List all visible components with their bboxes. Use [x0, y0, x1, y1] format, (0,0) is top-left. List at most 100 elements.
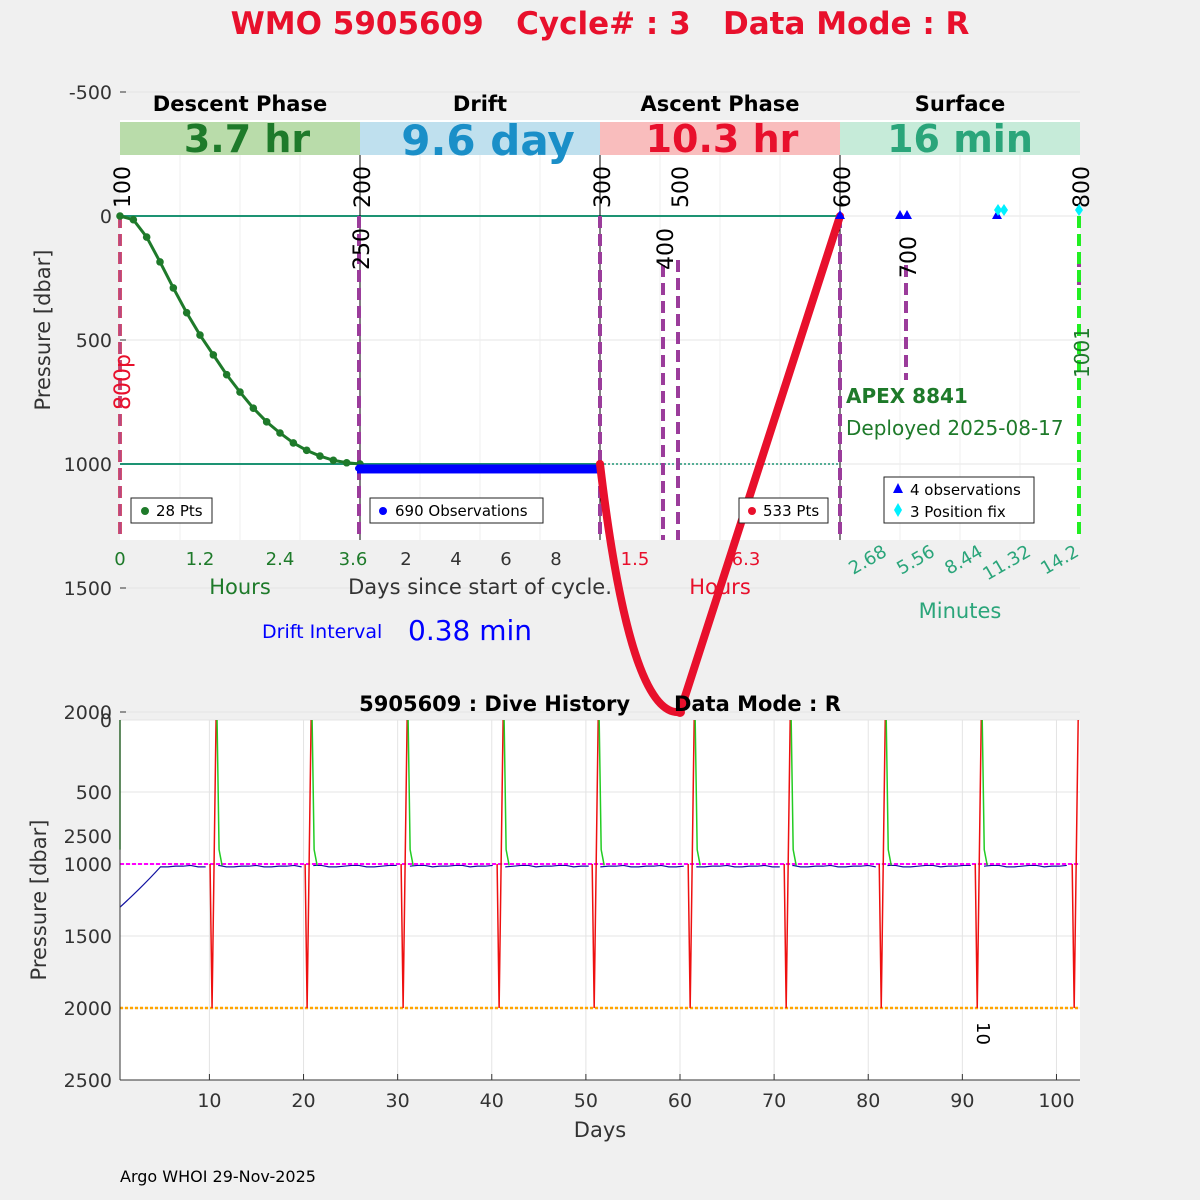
cycle-panel: Descent Phase Drift Ascent Phase Surface…: [31, 82, 1095, 848]
ascent-x-label: Hours: [689, 575, 751, 599]
event-label-100: 100: [111, 166, 136, 208]
position-fix-marker: [1075, 204, 1083, 216]
ascent-duration-band: [600, 122, 840, 155]
drift-interval-value: 0.38 min: [408, 614, 532, 647]
float-model: APEX 8841: [846, 384, 968, 408]
dive-history-y-tick-label: 500: [76, 782, 112, 804]
drift-x-tick-label: 4: [450, 549, 461, 570]
descent-point: [329, 456, 338, 465]
footer-credit: Argo WHOI 29-Nov-2025: [120, 1167, 316, 1186]
drift-interval-label: Drift Interval: [262, 621, 382, 643]
descent-x-tick-label: 1.2: [186, 549, 215, 570]
drift-duration-band: [360, 122, 600, 155]
cycle-y-axis: -500 0 500 1000 1500 2000 2500: [64, 82, 126, 848]
drift-x-label: Days since start of cycle.: [348, 575, 612, 599]
cycle-y-tick-label: 1000: [64, 454, 112, 476]
dive-history-annotation: 10: [972, 1022, 993, 1045]
drift-legend-marker: [379, 507, 387, 515]
event-label-500: 500: [669, 166, 694, 208]
descent-point: [156, 258, 164, 266]
descent-duration: 3.7 hr: [184, 117, 311, 161]
dive-history-title: 5905609 : Dive History Data Mode : R: [359, 692, 841, 716]
ascent-legend: 533 Pts: [738, 497, 829, 524]
dive-history-x-label: Days: [574, 1118, 626, 1142]
descent-x-tick-label: 3.6: [339, 549, 368, 570]
surface-x-tick-label: 11.32: [979, 541, 1034, 585]
ascent-line: [596, 212, 844, 717]
dive-history-ascent-line: [878, 719, 886, 1009]
phase-title-drift: Drift: [453, 92, 507, 116]
drift-x-tick-label: 6: [500, 549, 511, 570]
descent-legend-label: 28 Pts: [156, 502, 203, 520]
descent-point: [316, 452, 324, 460]
surface-x-tick-label: 14.2: [1037, 541, 1082, 579]
dive-history-panel: 5905609 : Dive History Data Mode : R 0 50…: [27, 692, 1081, 1142]
dive-history-y-tick-label: 1000: [64, 854, 112, 876]
dive-history-descent-line: [885, 719, 892, 866]
descent-point: [116, 212, 124, 220]
dive-history-ascent-line: [209, 719, 217, 1009]
position-fix-marker: [1000, 204, 1008, 216]
dive-history-ascent-line: [1071, 719, 1079, 1009]
ascent-legend-marker: [748, 507, 756, 515]
cycle-y-tick-label: 2500: [64, 826, 112, 848]
descent-x-label: Hours: [209, 575, 271, 599]
surface-observation-marker: [902, 210, 912, 219]
cycle-y-tick-label: 500: [76, 330, 112, 352]
surface-legend: 4 observations 3 Position fix: [883, 476, 1035, 524]
dive-history-x-tick-label: 90: [950, 1090, 974, 1112]
dive-history-ascent-line: [974, 719, 982, 1009]
dive-history-x-tick-label: 10: [197, 1090, 221, 1112]
descent-duration-band: [120, 122, 360, 155]
surface-x-tick-label: 8.44: [941, 541, 986, 579]
event-label-800p: 800p: [111, 354, 136, 410]
descent-point: [236, 388, 244, 396]
surface-legend-observation-marker: [893, 483, 903, 493]
event-label-250: 250: [350, 228, 375, 270]
drift-duration: 9.6 day: [401, 116, 575, 165]
ascent-point: [675, 707, 685, 717]
surface-x-label: Minutes: [919, 599, 1002, 623]
dive-history-ascent-line: [496, 719, 504, 1009]
descent-point: [342, 458, 351, 467]
dive-history-descent-line: [311, 719, 318, 866]
ascent-x-tick-label: 1.5: [621, 549, 650, 570]
dive-history-ascent-line: [783, 719, 791, 1009]
descent-point: [222, 370, 231, 379]
event-label-800: 800: [1070, 166, 1095, 208]
dive-history-descent-line: [981, 719, 988, 866]
descent-point: [262, 418, 271, 426]
cycle-y-tick-label: 2000: [64, 702, 112, 724]
drift-legend: 690 Observations: [369, 497, 544, 524]
dive-history-descent-line: [407, 719, 414, 866]
descent-point: [289, 439, 298, 447]
drift-x-tick-label: 8: [550, 549, 561, 570]
dive-history-series: [120, 719, 1081, 1010]
phase-title-surface: Surface: [915, 92, 1005, 116]
surface-legend-position-marker: [894, 503, 902, 517]
dive-history-x-tick-label: 60: [668, 1090, 692, 1112]
ascent-series: [596, 212, 844, 717]
dive-history-descent-line: [598, 719, 605, 866]
descent-point: [276, 429, 284, 437]
drift-series: [355, 464, 601, 474]
event-label-600: 600: [831, 166, 856, 208]
dive-history-x-tick-label: 100: [1038, 1090, 1074, 1112]
surface-observation-marker: [895, 210, 905, 219]
ascent-point: [596, 460, 604, 468]
descent-legend: 28 Pts: [130, 497, 213, 524]
position-fix-marker: [994, 204, 1002, 216]
cycle-y-tick-label: 1500: [64, 578, 112, 600]
ascent-x-tick-label: 6.3: [732, 549, 761, 570]
dive-history-axes: 0 500 1000 1500 2000 2500 10 20 30 40 50 60 70 80 90 10…: [64, 710, 1080, 1112]
event-label-300: 300: [591, 166, 616, 208]
descent-point: [169, 284, 178, 292]
drift-legend-label: 690 Observations: [395, 502, 528, 520]
dive-history-ascent-line: [591, 719, 599, 1009]
dive-history-y-label: Pressure [dbar]: [27, 820, 51, 981]
ascent-legend-label: 533 Pts: [763, 502, 819, 520]
dive-history-x-tick-label: 20: [291, 1090, 315, 1112]
event-label-1001: 1001: [1070, 327, 1094, 378]
descent-point: [209, 351, 218, 359]
event-label-200: 200: [351, 166, 376, 208]
